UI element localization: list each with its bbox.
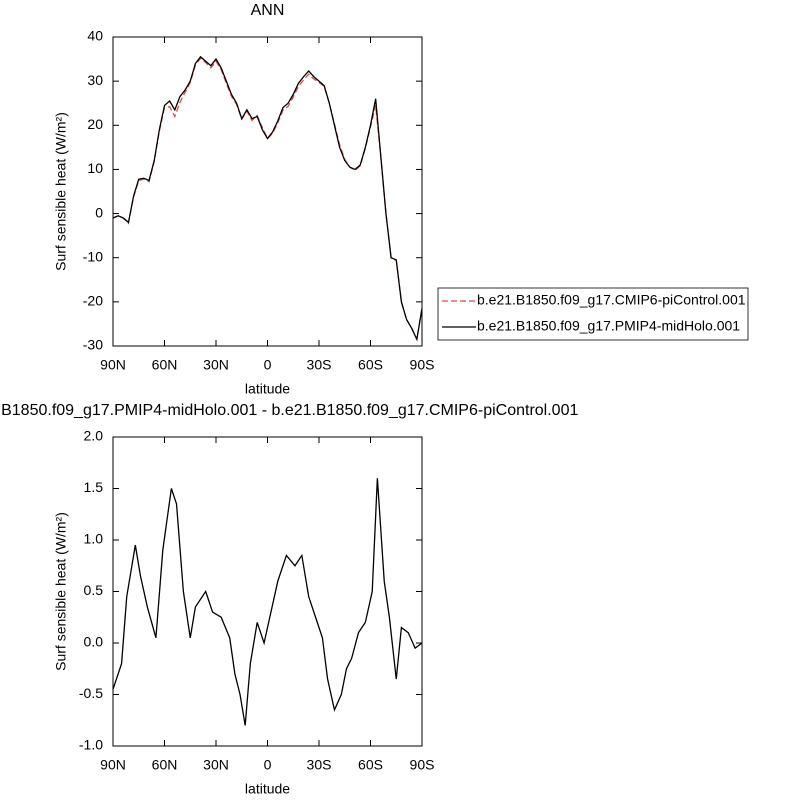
x-tick-label: 0: [264, 357, 272, 373]
y-tick-label: 0: [95, 204, 103, 220]
y-tick-label: -0.5: [79, 685, 103, 701]
y-tick-label: -1.0: [79, 737, 103, 753]
x-tick-label: 60S: [358, 757, 383, 773]
y-tick-label: -10: [83, 248, 103, 264]
y-axis-label: Surf sensible heat (W/m²): [53, 512, 69, 671]
x-tick-label: 30S: [307, 757, 332, 773]
x-tick-label: 90S: [410, 357, 435, 373]
x-tick-label: 30N: [203, 757, 229, 773]
legend-label: b.e21.B1850.f09_g17.CMIP6-piControl.001: [477, 292, 746, 308]
x-tick-label: 0: [264, 757, 272, 773]
y-axis-label: Surf sensible heat (W/m²): [53, 112, 69, 271]
y-tick-label: 30: [87, 72, 103, 88]
x-tick-label: 90N: [100, 357, 126, 373]
y-tick-label: 2.0: [84, 428, 104, 444]
data-line: [112, 55, 423, 342]
legend-label: b.e21.B1850.f09_g17.PMIP4-midHolo.001: [477, 318, 740, 334]
y-tick-label: -30: [83, 337, 103, 353]
plot-frame: [112, 436, 423, 747]
chart-title: b.e21.B1850.f09_g17.PMIP4-midHolo.001 - …: [0, 402, 578, 419]
chart-title: ANN: [251, 2, 285, 19]
plot-frame: [112, 36, 423, 347]
x-tick-label: 60S: [358, 357, 383, 373]
y-tick-label: 1.5: [84, 479, 104, 495]
x-tick-label: 90S: [410, 757, 435, 773]
x-tick-label: 60N: [152, 757, 178, 773]
x-axis-label: latitude: [245, 781, 290, 797]
data-line: [112, 478, 423, 726]
y-tick-label: 0.0: [84, 634, 104, 650]
y-tick-label: -20: [83, 293, 103, 309]
x-tick-label: 30S: [307, 357, 332, 373]
x-tick-label: 90N: [100, 757, 126, 773]
x-tick-label: 30N: [203, 357, 229, 373]
y-tick-label: 0.5: [84, 582, 104, 598]
x-tick-label: 60N: [152, 357, 178, 373]
y-tick-label: 10: [87, 160, 103, 176]
x-axis-label: latitude: [245, 381, 290, 397]
y-tick-label: 40: [87, 28, 103, 44]
y-tick-label: 1.0: [84, 531, 104, 547]
legend-box: [437, 287, 749, 341]
y-tick-label: 20: [87, 116, 103, 132]
